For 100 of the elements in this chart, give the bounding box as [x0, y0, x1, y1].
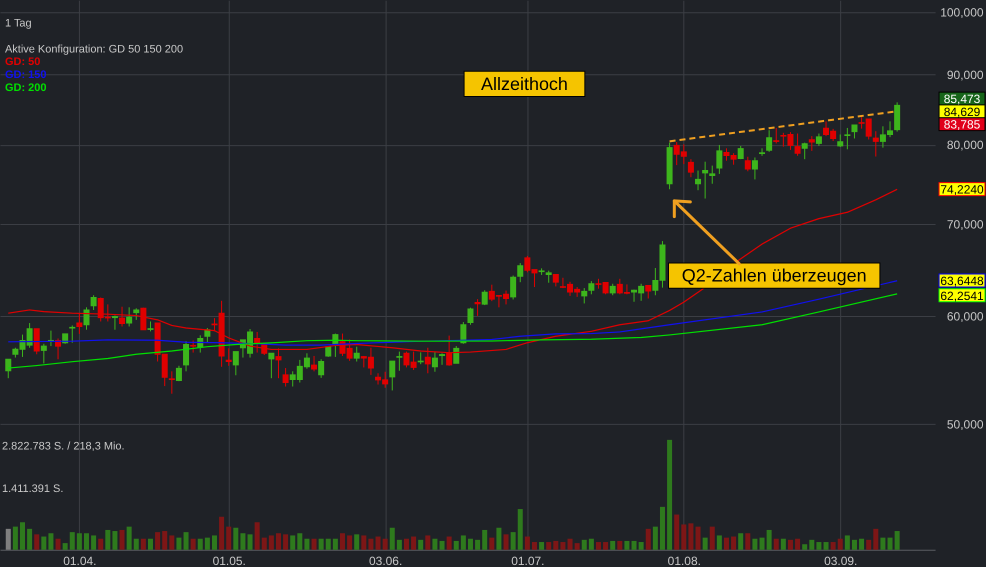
bar — [880, 538, 886, 550]
bar — [148, 538, 153, 550]
text: 1 Tag — [4, 17, 32, 30]
bar — [532, 542, 537, 550]
bar — [262, 538, 267, 550]
annotation: 1.411.391 S. — [2, 482, 64, 495]
candlestick — [133, 308, 140, 320]
candlestick — [552, 274, 559, 287]
bar — [489, 538, 494, 550]
bar — [774, 538, 779, 550]
text: GD: 150 — [4, 69, 46, 82]
bar — [731, 536, 736, 550]
bar — [190, 538, 196, 550]
bar — [574, 543, 580, 550]
bar — [482, 530, 488, 550]
candlestick — [40, 343, 47, 364]
bar — [667, 440, 672, 550]
bar — [361, 535, 366, 550]
bar — [354, 534, 360, 550]
candlestick — [190, 340, 196, 354]
candlestick — [738, 145, 744, 160]
bar — [204, 538, 210, 550]
bar — [802, 544, 808, 550]
bar — [411, 536, 416, 550]
candlestick — [432, 352, 438, 372]
candlestick — [844, 127, 850, 150]
bar — [112, 531, 118, 550]
candlestick — [766, 130, 772, 152]
bar — [816, 542, 822, 550]
bar — [844, 535, 850, 550]
bar — [568, 538, 573, 550]
bar — [745, 533, 750, 550]
bar — [84, 533, 89, 550]
bar — [20, 522, 25, 550]
bar — [873, 528, 878, 550]
candlestick — [588, 280, 594, 295]
bar — [198, 538, 203, 550]
bar — [702, 538, 708, 550]
bar — [312, 538, 317, 550]
bar — [326, 538, 331, 550]
bar — [6, 528, 11, 550]
candlestick — [837, 134, 844, 148]
candlestick — [688, 158, 694, 178]
bar — [632, 540, 637, 550]
bar — [674, 514, 680, 550]
bar — [212, 535, 217, 550]
bar — [290, 535, 296, 550]
text: 63,6448 — [940, 274, 984, 288]
bar — [603, 542, 608, 550]
bar — [681, 524, 686, 550]
candlestick — [176, 365, 182, 382]
y-tick-label: 90,000 — [946, 68, 984, 82]
bar — [888, 538, 893, 550]
bar — [268, 535, 274, 550]
bar — [48, 533, 54, 550]
candlestick — [147, 320, 154, 332]
candlestick — [112, 315, 118, 330]
y-tick-label: 100,000 — [940, 6, 984, 20]
candlestick — [802, 142, 808, 160]
y-tick-label: 60,000 — [946, 309, 984, 324]
bar — [134, 538, 139, 550]
candlestick — [311, 355, 318, 372]
bar — [688, 523, 694, 550]
candlestick — [76, 312, 82, 334]
y-tick-label: 70,000 — [946, 218, 984, 232]
bar — [652, 526, 658, 550]
x-tick-label: 01.08. — [668, 554, 701, 568]
bar — [460, 535, 466, 550]
candlestick — [90, 294, 97, 310]
candlestick — [752, 157, 758, 180]
candlestick — [126, 306, 132, 327]
bar — [140, 538, 146, 550]
text: 62,2541 — [940, 288, 984, 303]
candlestick — [816, 133, 822, 146]
bar — [34, 534, 40, 550]
bar — [752, 538, 758, 550]
text: 83,785 — [944, 118, 981, 132]
candlestick — [482, 290, 488, 306]
bar — [539, 542, 544, 550]
bar — [724, 538, 729, 550]
bar — [510, 532, 516, 550]
bar — [475, 540, 480, 550]
bar — [524, 536, 530, 550]
bar — [716, 535, 722, 550]
annotation: 2.822.783 S. / 218,3 Mio. — [2, 440, 125, 452]
bar — [824, 542, 829, 550]
candlestick — [610, 283, 616, 296]
bar — [376, 536, 381, 550]
bar — [696, 526, 701, 550]
bar — [446, 536, 452, 550]
bar — [91, 535, 96, 550]
bar — [418, 540, 424, 550]
bar — [830, 542, 836, 550]
x-tick-label: 01.05. — [212, 554, 246, 568]
candlestick — [709, 165, 716, 184]
bar — [809, 540, 814, 550]
candlestick — [773, 127, 780, 144]
annotation: Aktive Konfiguration: GD 50 150 200 — [4, 43, 184, 56]
y-tick-label: 80,000 — [946, 138, 984, 152]
bar — [496, 528, 502, 550]
